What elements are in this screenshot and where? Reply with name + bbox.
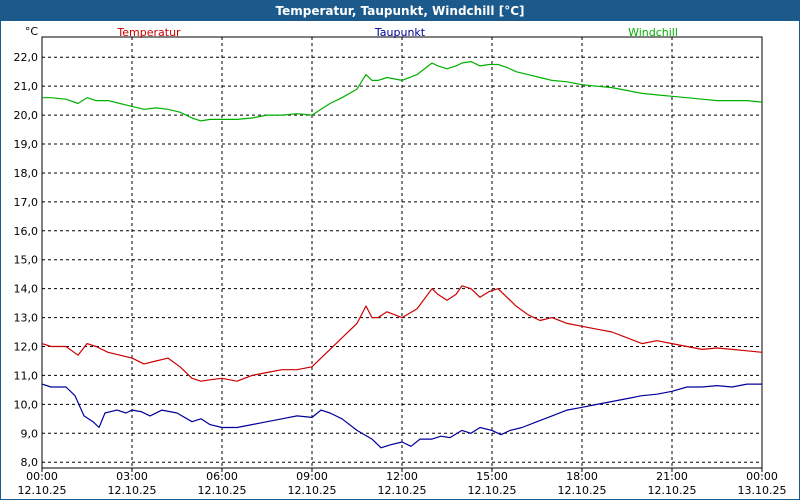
x-tick-date-label: 12.10.25 (378, 484, 427, 497)
x-tick-time-label: 12:00 (386, 470, 418, 483)
plot-border (41, 36, 763, 469)
x-tick-date-label: 12.10.25 (558, 484, 607, 497)
x-tick-time-label: 06:00 (206, 470, 238, 483)
y-tick-label: 22,0 (14, 51, 39, 64)
y-tick-label: 20,0 (14, 109, 39, 122)
y-tick-label: 13,0 (14, 312, 39, 325)
y-tick-label: 15,0 (14, 254, 39, 267)
x-tick-date-label: 12.10.25 (18, 484, 67, 497)
series-line-windchill (42, 60, 763, 122)
y-tick-label: 17,0 (14, 196, 39, 209)
legend-windchill: Windchill (628, 26, 678, 39)
x-tick-time-label: 03:00 (116, 470, 148, 483)
x-tick-date-label: 13.10.25 (738, 484, 787, 497)
x-tick-date-label: 12.10.25 (648, 484, 697, 497)
x-tick-date-label: 12.10.25 (198, 484, 247, 497)
x-tick-time-label: 18:00 (566, 470, 598, 483)
x-tick-time-label: 00:00 (26, 470, 58, 483)
y-tick-label: 12,0 (14, 341, 39, 354)
x-tick-time-label: 09:00 (296, 470, 328, 483)
x-tick-time-label: 15:00 (476, 470, 508, 483)
y-tick-label: 8,0 (21, 456, 39, 469)
x-tick-time-label: 21:00 (656, 470, 688, 483)
x-tick-time-label: 00:00 (746, 470, 778, 483)
y-tick-label: 9,0 (21, 427, 39, 440)
y-tick-label: 19,0 (14, 138, 39, 151)
y-tick-label: 11,0 (14, 369, 39, 382)
series-line-temperatur (41, 285, 763, 382)
x-tick-date-label: 12.10.25 (288, 484, 337, 497)
y-tick-label: 16,0 (14, 225, 39, 238)
y-tick-label: 18,0 (14, 167, 39, 180)
y-tick-label: 14,0 (14, 283, 39, 296)
chart-title: Temperatur, Taupunkt, Windchill [°C] (1, 1, 799, 21)
series-line-taupunkt (41, 383, 762, 449)
legend-temperatur: Temperatur (116, 26, 181, 39)
x-tick-date-label: 12.10.25 (108, 484, 157, 497)
y-axis-unit-label: °C (25, 25, 39, 38)
chart-svg: 8,0 9,0 10,0 11,0 12,0 13,0 14,0 15,0 16,0 17,0 18… (14, 25, 787, 497)
legend-taupunkt: Taupunkt (374, 26, 426, 39)
x-tick-date-label: 12.10.25 (468, 484, 517, 497)
y-tick-label: 10,0 (14, 398, 39, 411)
y-tick-label: 21,0 (14, 80, 39, 93)
